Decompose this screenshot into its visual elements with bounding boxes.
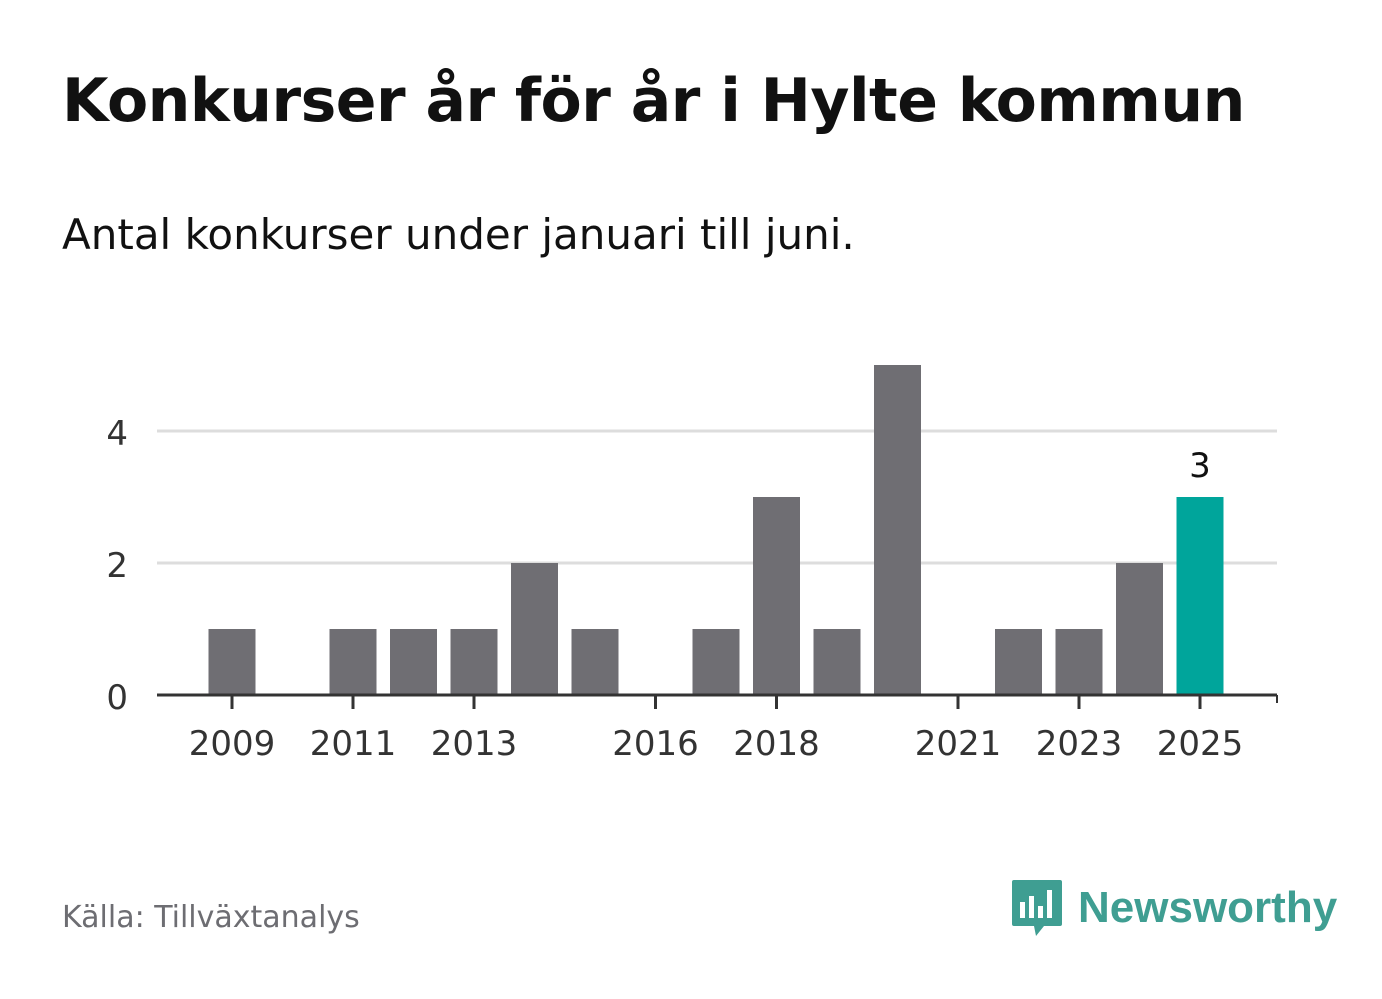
bar-2009 bbox=[208, 629, 256, 695]
x-axis: 2009 2011 2013 2016 2018 2021 2023 2025 bbox=[157, 693, 1278, 764]
bar-2011 bbox=[329, 629, 377, 695]
y-tick-label: 4 bbox=[106, 414, 128, 454]
bar-2020 bbox=[874, 365, 921, 695]
source-note: Källa: Tillväxtanalys bbox=[62, 900, 360, 935]
chart-subtitle: Antal konkurser under januari till juni. bbox=[62, 210, 855, 259]
bar-2023 bbox=[1055, 629, 1103, 695]
chart-title: Konkurser år för år i Hylte kommun bbox=[62, 66, 1245, 136]
bar-2013 bbox=[450, 629, 498, 695]
bar-2015 bbox=[571, 629, 619, 695]
bar-2019 bbox=[813, 629, 861, 695]
x-tick-label: 2018 bbox=[733, 724, 820, 764]
bar-2024 bbox=[1116, 563, 1163, 695]
data-labels: 3 bbox=[1189, 446, 1211, 486]
bar-2017 bbox=[692, 629, 740, 695]
x-tick-label: 2025 bbox=[1157, 724, 1244, 764]
bar-2018 bbox=[753, 497, 800, 695]
bar-chart-speech-bubble-icon bbox=[1012, 880, 1062, 936]
bar-2025 bbox=[1176, 497, 1224, 695]
brand-logo: Newsworthy bbox=[1010, 878, 1337, 938]
bar-2014 bbox=[511, 563, 558, 695]
x-tick-label: 2023 bbox=[1036, 724, 1123, 764]
y-axis-labels: 0 2 4 bbox=[106, 414, 128, 718]
x-tick-label: 2016 bbox=[612, 724, 699, 764]
bars bbox=[208, 365, 1224, 695]
x-tick-label: 2013 bbox=[431, 724, 518, 764]
y-tick-label: 2 bbox=[106, 546, 128, 586]
data-label-2025: 3 bbox=[1189, 446, 1211, 486]
grid-lines bbox=[157, 429, 1277, 565]
x-tick-label: 2011 bbox=[310, 724, 397, 764]
bar-2012 bbox=[390, 629, 437, 695]
brand-name: Newsworthy bbox=[1078, 883, 1338, 932]
x-tick-label: 2009 bbox=[189, 724, 276, 764]
x-tick-label: 2021 bbox=[915, 724, 1002, 764]
y-tick-label: 0 bbox=[106, 678, 128, 718]
bar-2022 bbox=[995, 629, 1042, 695]
